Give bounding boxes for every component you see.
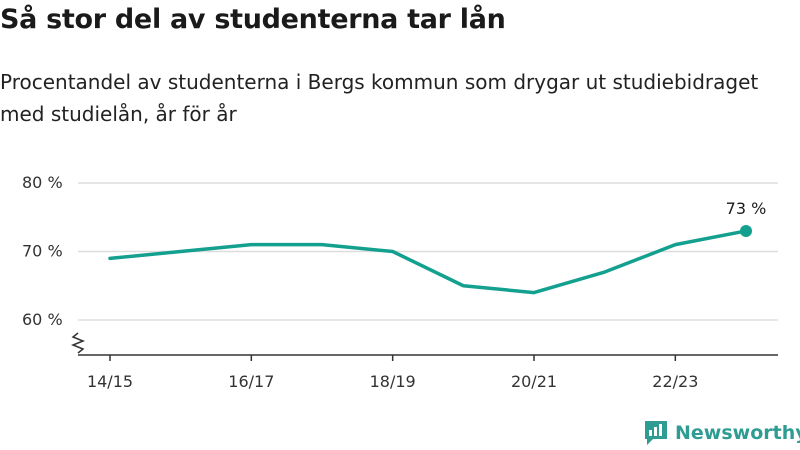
chart-title: Så stor del av studenterna tar lån xyxy=(0,4,506,35)
gridlines: 60 % 70 % 80 % xyxy=(22,173,778,329)
x-tick-label: 18/19 xyxy=(370,372,416,391)
x-tick-label: 16/17 xyxy=(228,372,274,391)
labels: 73 % xyxy=(726,199,767,237)
brand-name: Newsworthy xyxy=(675,422,800,444)
x-tick-label: 22/23 xyxy=(652,372,698,391)
newsworthy-bar-chart-icon xyxy=(645,421,667,445)
last-value-marker xyxy=(740,224,752,237)
y-tick-label: 80 % xyxy=(22,173,63,192)
series xyxy=(108,229,748,295)
data-label: 73 % xyxy=(726,199,767,218)
y-tick-label: 70 % xyxy=(22,242,63,261)
series-line xyxy=(108,229,748,295)
newsworthy-logo: Newsworthy xyxy=(643,419,800,447)
y-tick-label: 60 % xyxy=(22,310,63,329)
axis-break-mark xyxy=(70,332,86,354)
x-tick-label: 20/21 xyxy=(511,372,557,391)
x-axis: 14/15 16/17 18/19 20/21 22/23 xyxy=(70,332,778,391)
chart-subtitle: Procentandel av studenterna i Bergs komm… xyxy=(0,70,759,126)
x-tick-label: 14/15 xyxy=(87,372,133,391)
line-chart: 60 % 70 % 80 % 14/15 16/17 18/19 20/21 22/23 7… xyxy=(22,173,778,391)
